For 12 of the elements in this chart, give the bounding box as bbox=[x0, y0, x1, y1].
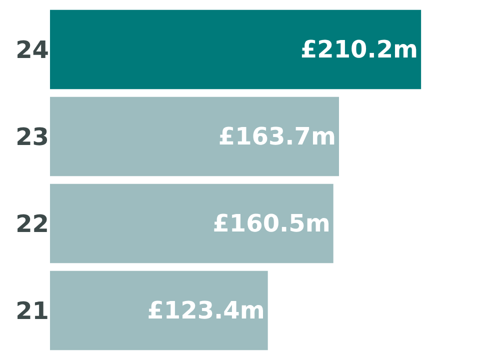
y-tick-label: 23 bbox=[16, 122, 49, 151]
bar bbox=[50, 96, 339, 176]
bar bbox=[50, 10, 422, 90]
bar bbox=[50, 270, 268, 350]
data-label: £210.2m bbox=[300, 36, 418, 64]
data-label: £163.7m bbox=[218, 122, 336, 151]
data-label: £123.4m bbox=[147, 296, 265, 324]
data-label: £160.5m bbox=[212, 210, 330, 238]
bar bbox=[50, 184, 334, 264]
y-tick-label: 22 bbox=[16, 210, 49, 238]
y-tick-label: 24 bbox=[16, 36, 49, 64]
y-tick-label: 21 bbox=[16, 296, 49, 325]
